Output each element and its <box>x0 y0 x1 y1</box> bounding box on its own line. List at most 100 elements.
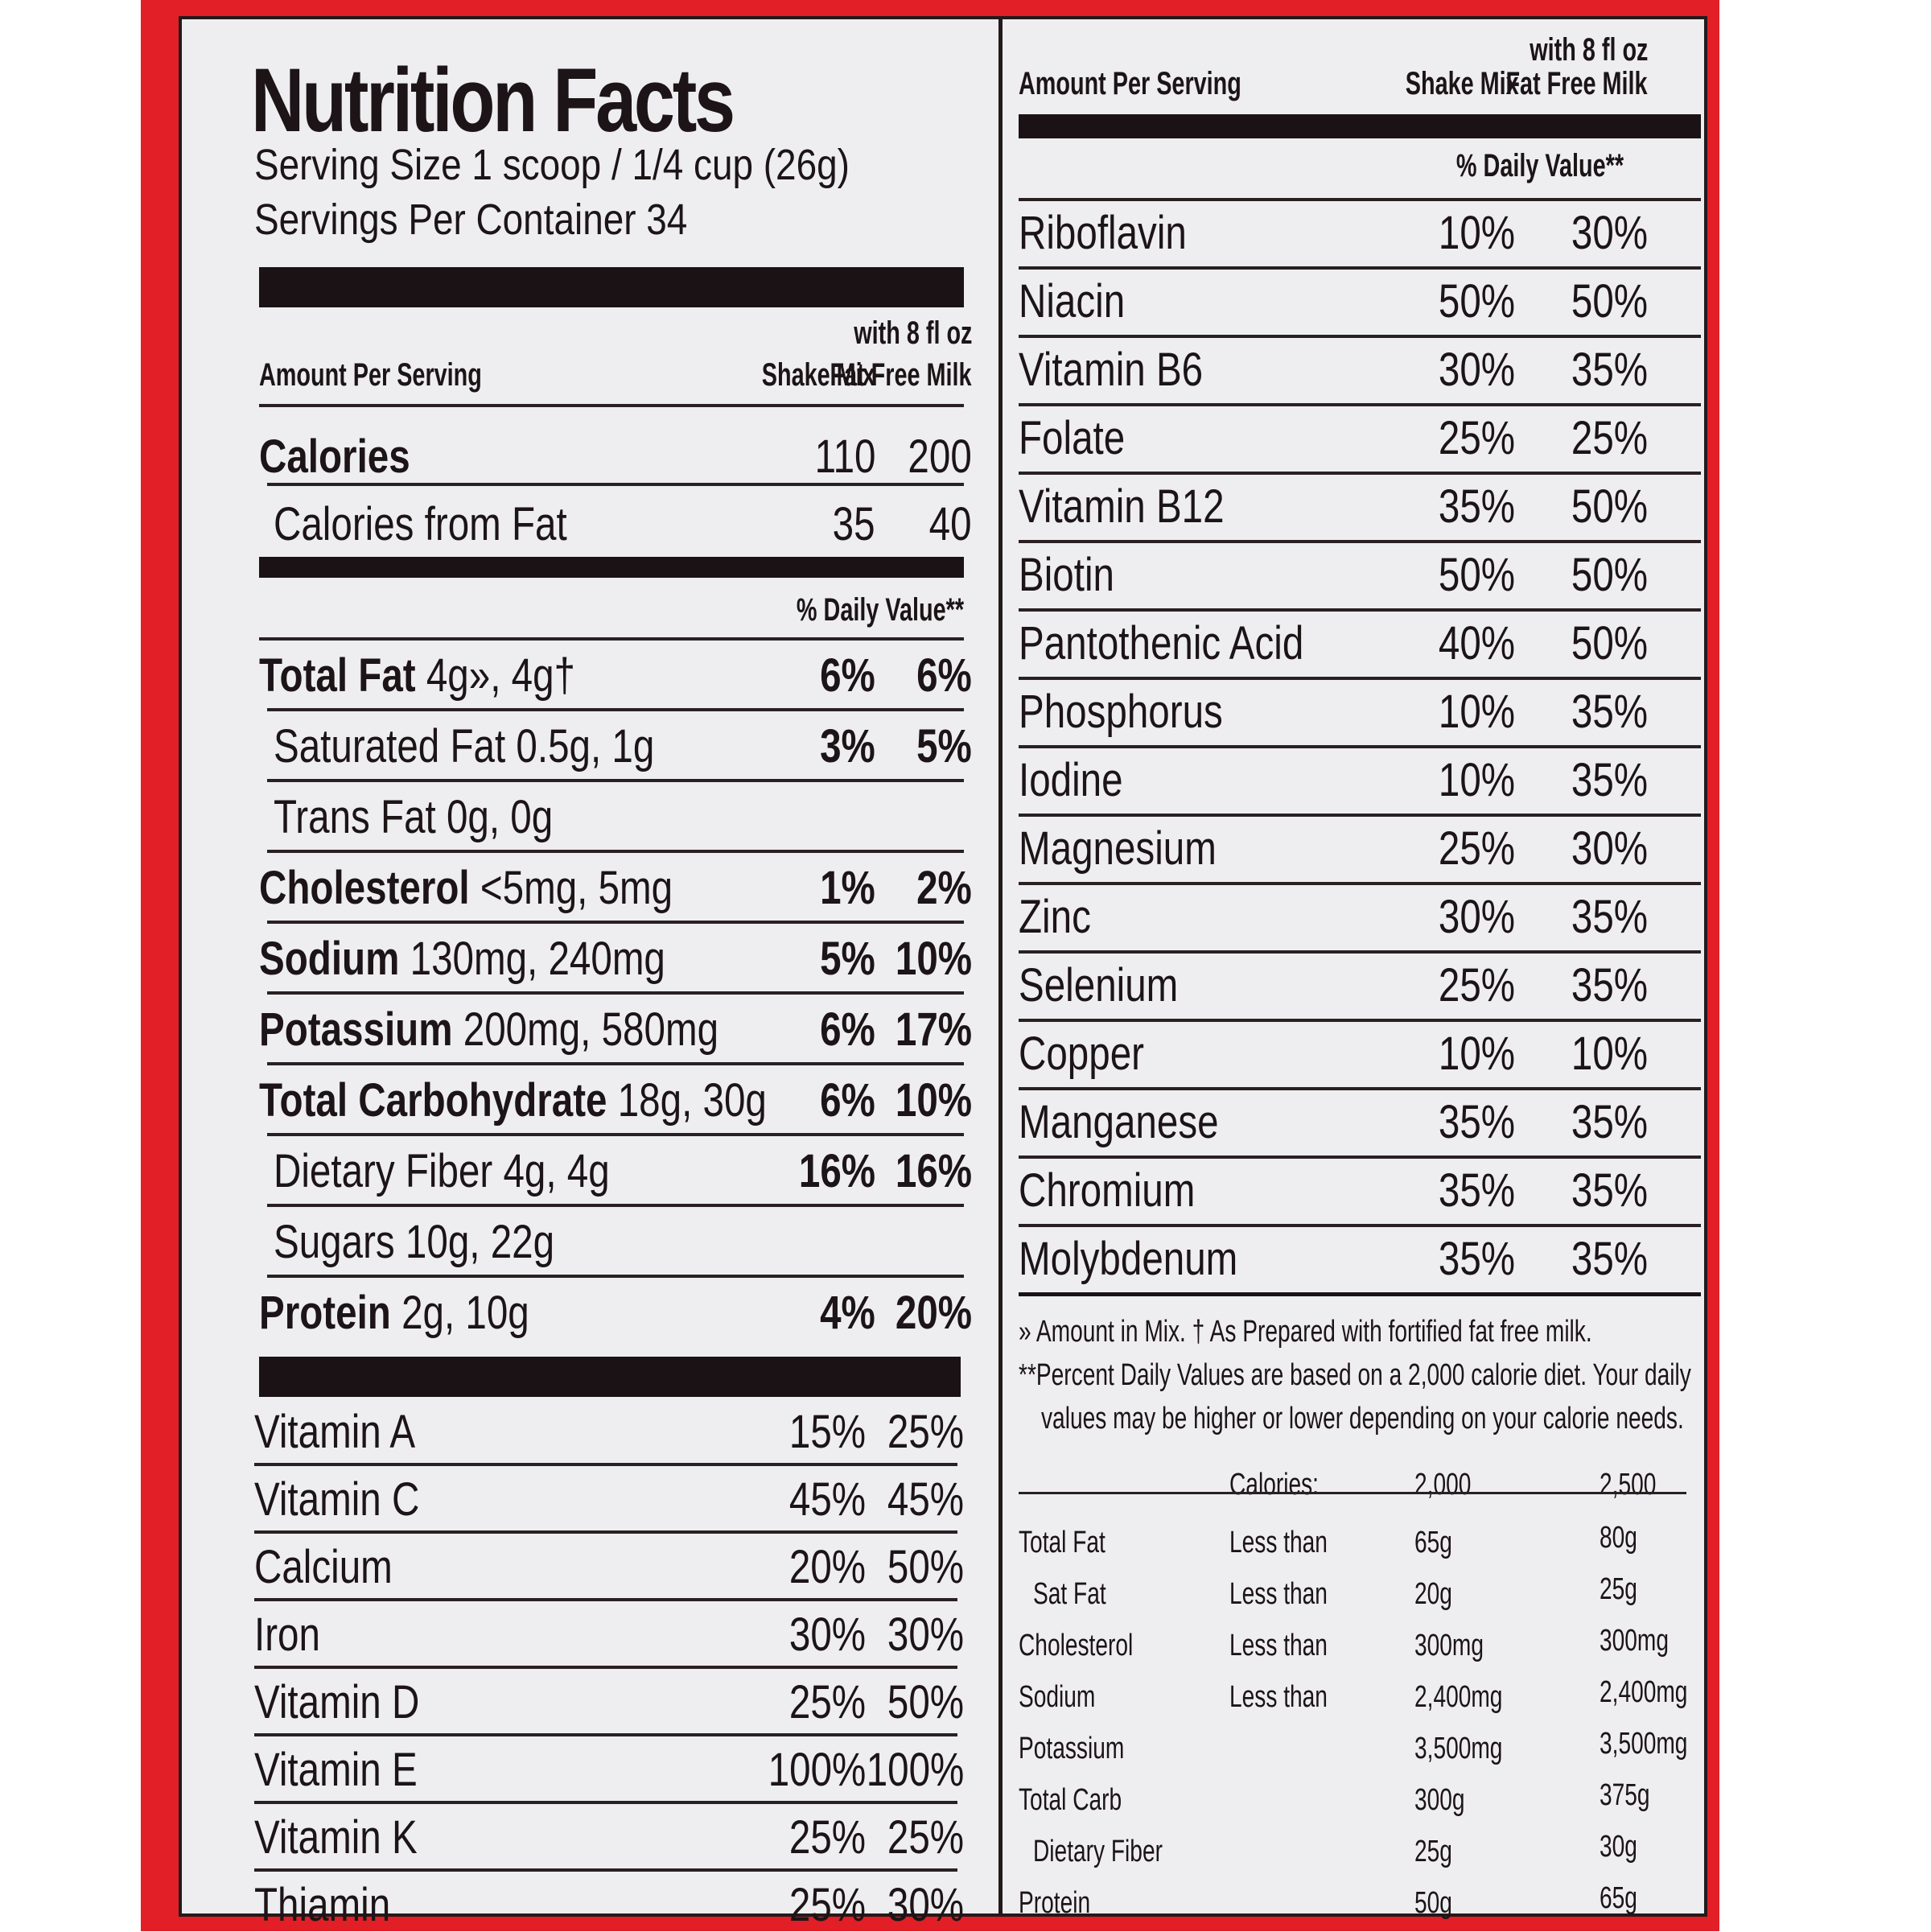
mineral-dv-mix: 10% <box>1438 686 1515 738</box>
mineral-name: Biotin <box>1019 549 1114 601</box>
nutrient-amount: 130mg, 240mg <box>410 933 665 985</box>
dv-qualifier: Less than <box>1229 1680 1328 1714</box>
dv-2500: 80g <box>1600 1521 1637 1555</box>
nutrient-name: Dietary Fiber <box>274 1145 493 1197</box>
mineral-dv-milk: 35% <box>1571 891 1648 943</box>
nutrient-label: Protein 2g, 10g <box>259 1286 529 1340</box>
nutrient-label: Total Fat 4g», 4g† <box>259 649 575 702</box>
mineral-dv-milk: 35% <box>1571 344 1648 396</box>
dv-2500: 3,500mg <box>1600 1727 1688 1761</box>
footnote-daily-values: **Percent Daily Values are based on a 2,… <box>1019 1358 1691 1392</box>
with-milk-header-line2: Fat Free Milk <box>830 357 972 393</box>
nutrient-label: Sodium 130mg, 240mg <box>259 932 665 986</box>
mineral-name: Zinc <box>1019 891 1091 943</box>
mineral-dv-mix: 50% <box>1438 549 1515 601</box>
nutrient-name: Sodium <box>259 933 400 985</box>
nutrient-dv-mix: 6% <box>820 1003 875 1056</box>
nutrient-dv-mix: 5% <box>820 933 875 985</box>
nutrient-dv-milk: 10% <box>895 1074 972 1127</box>
nutrient-dv-mix: 6% <box>820 649 875 702</box>
mineral-name: Pantothenic Acid <box>1019 617 1304 669</box>
mineral-name: Selenium <box>1019 959 1179 1011</box>
rule <box>1019 1492 1686 1494</box>
calories-mix: 110 <box>814 430 875 483</box>
nutrient-amount: 18g, 30g <box>617 1074 767 1127</box>
mineral-dv-milk: 50% <box>1571 549 1648 601</box>
mineral-dv-mix: 50% <box>1438 275 1515 327</box>
nutrient-dv-mix: 1% <box>820 862 875 914</box>
rule <box>267 991 964 995</box>
mineral-dv-mix: 25% <box>1438 959 1515 1011</box>
column-divider <box>998 19 1003 1913</box>
serving-size: Serving Size 1 scoop / 1/4 cup (26g) <box>254 141 850 189</box>
mineral-dv-milk: 35% <box>1571 1233 1648 1285</box>
vitamin-dv-mix: 30% <box>788 1609 866 1661</box>
mineral-dv-mix: 30% <box>1438 891 1515 943</box>
mineral-dv-milk: 50% <box>1571 275 1648 327</box>
mineral-dv-mix: 25% <box>1438 822 1515 875</box>
nutrient-name: Sugars <box>274 1216 395 1268</box>
vitamin-dv-mix: 45% <box>788 1473 866 1526</box>
nutrient-dv-milk: 17% <box>895 1003 972 1056</box>
mineral-name: Molybdenum <box>1019 1233 1238 1285</box>
dv-2000: 2,400mg <box>1414 1680 1503 1714</box>
shake-mix-header: Shake Mix <box>762 357 875 393</box>
calories-from-fat-mix: 35 <box>833 498 875 550</box>
rule <box>1019 1155 1701 1159</box>
dv-2500: 65g <box>1600 1881 1637 1915</box>
rule <box>267 1204 964 1207</box>
mineral-name: Magnesium <box>1019 822 1217 875</box>
dv-nutrient: Dietary Fiber <box>1033 1835 1163 1868</box>
dv-calories-2500: 2,500 <box>1600 1468 1657 1502</box>
dv-2500: 30g <box>1600 1830 1637 1864</box>
mineral-name: Manganese <box>1019 1096 1219 1148</box>
rule <box>1019 677 1701 680</box>
daily-value-header: % Daily Value** <box>796 592 964 628</box>
mineral-dv-milk: 25% <box>1571 412 1648 464</box>
vitamin-dv-mix: 25% <box>788 1676 866 1728</box>
dv-2500: 300mg <box>1600 1624 1669 1658</box>
rule <box>267 921 964 924</box>
mineral-dv-milk: 10% <box>1571 1028 1648 1080</box>
rule <box>259 404 964 407</box>
mineral-name: Chromium <box>1019 1164 1196 1217</box>
nutrient-dv-milk: 16% <box>895 1145 972 1197</box>
dv-2500: 375g <box>1600 1778 1650 1812</box>
rule <box>1019 335 1701 338</box>
nutrient-amount: 4g», 4g† <box>426 649 575 702</box>
dv-2000: 65g <box>1414 1526 1452 1559</box>
rule <box>254 1530 957 1534</box>
dv-2000: 25g <box>1414 1835 1452 1868</box>
nutrient-name: Potassium <box>259 1003 453 1056</box>
mineral-dv-milk: 35% <box>1571 1164 1648 1217</box>
mineral-name: Phosphorus <box>1019 686 1223 738</box>
vitamin-dv-milk: 30% <box>887 1609 964 1661</box>
thick-rule <box>259 267 964 307</box>
rule <box>1019 540 1701 543</box>
vitamin-name: Calcium <box>254 1541 393 1593</box>
nutrient-dv-milk: 10% <box>895 933 972 985</box>
nutrient-amount: 0.5g, 1g <box>516 720 655 772</box>
mineral-name: Vitamin B12 <box>1019 480 1225 533</box>
nutrient-label: Trans Fat 0g, 0g <box>274 790 553 844</box>
vitamin-dv-milk: 100% <box>866 1744 964 1796</box>
footnote-daily-values-cont: values may be higher or lower depending … <box>1041 1402 1684 1436</box>
with-milk-header-line1: with 8 fl oz <box>853 315 972 351</box>
nutrient-dv-milk: 5% <box>916 720 972 772</box>
rule <box>1019 882 1701 885</box>
nutrition-label: Nutrition Facts Serving Size 1 scoop / 1… <box>179 16 1707 1931</box>
mineral-name: Vitamin B6 <box>1019 344 1204 396</box>
nutrient-dv-mix: 4% <box>820 1287 875 1339</box>
rule <box>267 779 964 782</box>
rule <box>254 1801 957 1804</box>
nutrient-amount: 10g, 22g <box>405 1216 555 1268</box>
mineral-dv-milk: 50% <box>1571 617 1648 669</box>
rule <box>267 850 964 853</box>
nutrient-label: Cholesterol <5mg, 5mg <box>259 861 673 915</box>
vitamin-name: Vitamin D <box>254 1676 420 1728</box>
label-title: Nutrition Facts <box>251 50 735 150</box>
mineral-name: Riboflavin <box>1019 207 1187 259</box>
mineral-dv-mix: 30% <box>1438 344 1515 396</box>
nutrient-name: Cholesterol <box>259 862 470 914</box>
right-shake-mix-header: Shake Mix <box>1406 66 1519 101</box>
